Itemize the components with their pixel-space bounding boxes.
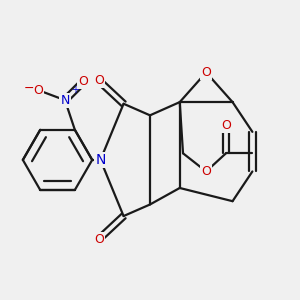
Text: O: O — [34, 84, 44, 97]
Text: N: N — [60, 94, 70, 107]
Text: −: − — [23, 82, 34, 95]
Text: O: O — [221, 119, 231, 132]
Text: N: N — [95, 153, 106, 167]
Text: O: O — [94, 233, 104, 246]
Text: O: O — [94, 74, 104, 87]
Text: O: O — [201, 165, 211, 178]
Text: O: O — [78, 76, 88, 88]
Text: +: + — [71, 85, 80, 94]
Text: O: O — [201, 66, 211, 79]
